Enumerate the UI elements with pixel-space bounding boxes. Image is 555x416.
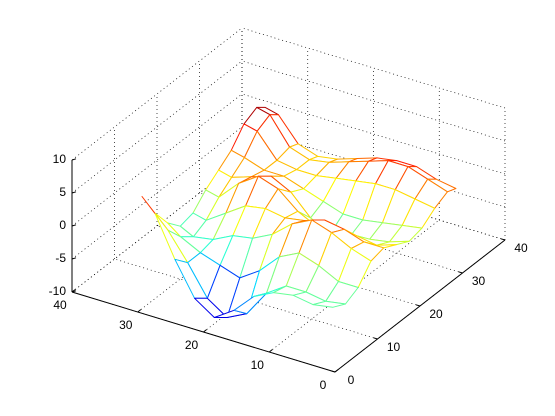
tick-mark [71, 224, 77, 227]
y-tick-label: 0 [320, 378, 327, 392]
x-tick-label: 10 [387, 340, 401, 354]
x-tick-label: 20 [429, 307, 443, 321]
y-tick-label: 20 [185, 338, 199, 352]
y-tick-label: 40 [53, 298, 67, 312]
x-tick-label: 30 [472, 274, 486, 288]
z-tick-label: 10 [53, 152, 67, 166]
tick-mark [203, 329, 207, 333]
x-tick-label: 0 [348, 373, 355, 387]
z-tick-label: 5 [59, 185, 66, 199]
tick-mark [415, 304, 421, 307]
tick-mark [373, 337, 378, 340]
tick-mark [458, 271, 463, 274]
y-tick-label: 30 [119, 318, 133, 332]
z-tick-label: -5 [55, 251, 66, 265]
tick-mark [268, 349, 273, 353]
z-tick-label: -10 [49, 284, 67, 298]
tick-mark [71, 257, 77, 260]
z-tick-label: 0 [59, 218, 66, 232]
tick-mark [500, 238, 506, 241]
y-tick-label: 10 [251, 358, 265, 372]
tick-mark [71, 191, 77, 194]
tick-mark [71, 158, 77, 161]
tick-mark [71, 290, 77, 293]
tick-mark [330, 370, 336, 373]
mesh-cell [312, 300, 346, 308]
x-tick-label: 40 [514, 241, 528, 255]
tick-mark [334, 369, 339, 373]
tick-mark [137, 309, 142, 313]
